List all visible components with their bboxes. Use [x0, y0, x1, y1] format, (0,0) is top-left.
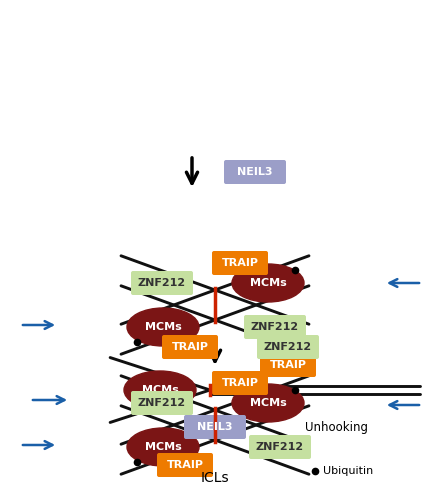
Text: NEIL3: NEIL3 [197, 422, 233, 432]
Text: ZNF212: ZNF212 [138, 278, 186, 288]
FancyBboxPatch shape [162, 335, 218, 359]
Text: MCMs: MCMs [141, 385, 179, 395]
Text: ZNF212: ZNF212 [264, 342, 312, 352]
FancyBboxPatch shape [260, 353, 316, 377]
Text: MCMs: MCMs [145, 322, 181, 332]
Text: ZNF212: ZNF212 [138, 398, 186, 408]
FancyBboxPatch shape [212, 371, 268, 395]
Text: TRAIP: TRAIP [270, 360, 306, 370]
Ellipse shape [232, 264, 304, 302]
FancyBboxPatch shape [157, 453, 213, 477]
Text: ICLs: ICLs [201, 471, 229, 485]
FancyBboxPatch shape [244, 315, 306, 339]
FancyBboxPatch shape [257, 335, 319, 359]
Ellipse shape [127, 308, 199, 346]
FancyBboxPatch shape [224, 160, 286, 184]
Text: MCMs: MCMs [250, 398, 286, 408]
Text: NEIL3: NEIL3 [237, 167, 273, 177]
Text: ZNF212: ZNF212 [251, 322, 299, 332]
FancyBboxPatch shape [131, 391, 193, 415]
Ellipse shape [127, 428, 199, 466]
FancyBboxPatch shape [212, 251, 268, 275]
Text: Ubiquitin: Ubiquitin [323, 466, 373, 476]
Text: TRAIP: TRAIP [221, 378, 259, 388]
Text: TRAIP: TRAIP [167, 460, 203, 470]
Text: ZNF212: ZNF212 [256, 442, 304, 452]
FancyBboxPatch shape [131, 271, 193, 295]
Text: TRAIP: TRAIP [221, 258, 259, 268]
Text: MCMs: MCMs [145, 442, 181, 452]
Ellipse shape [232, 384, 304, 422]
Text: Unhooking: Unhooking [305, 420, 368, 434]
FancyBboxPatch shape [249, 435, 311, 459]
Ellipse shape [124, 371, 196, 409]
Text: MCMs: MCMs [250, 278, 286, 288]
FancyBboxPatch shape [184, 415, 246, 439]
Text: TRAIP: TRAIP [171, 342, 209, 352]
